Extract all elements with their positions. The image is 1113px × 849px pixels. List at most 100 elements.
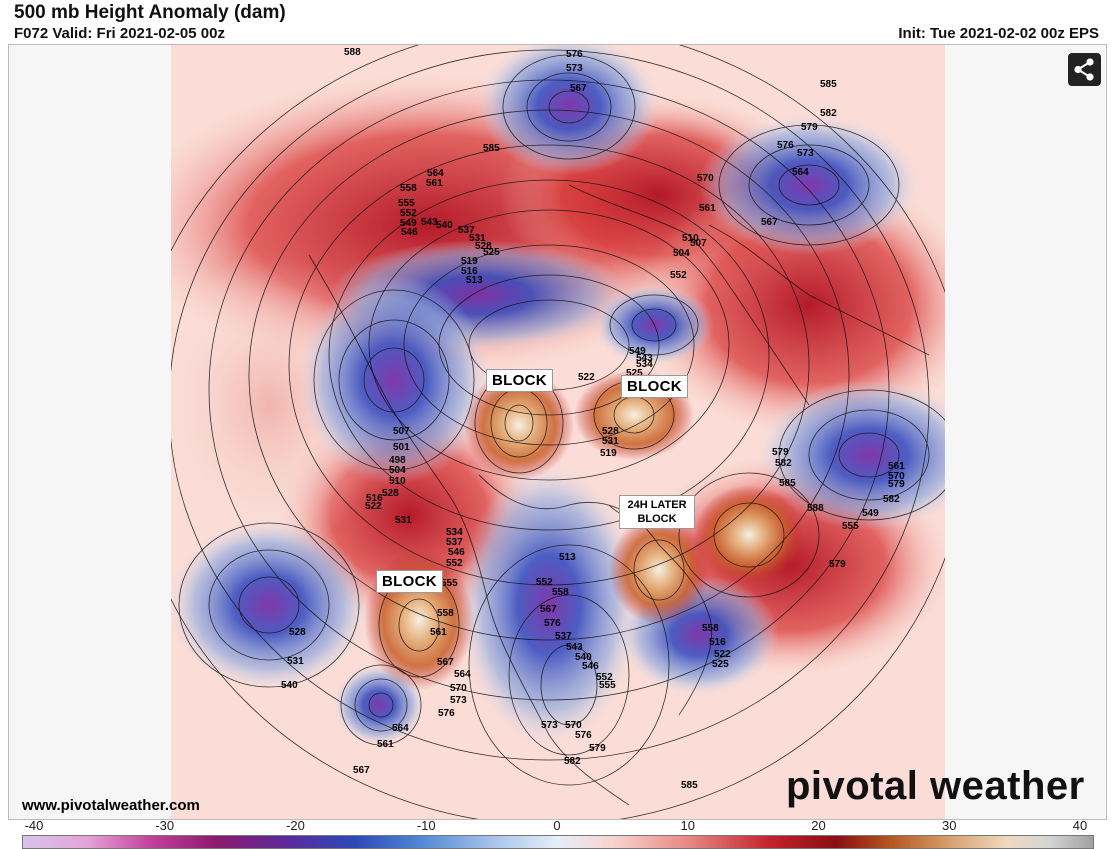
colorbar-tick: 40	[1072, 818, 1088, 833]
contour-label: 531	[287, 656, 304, 667]
contour-label: 510	[389, 476, 406, 487]
contour-label: 561	[699, 203, 716, 214]
contour-label: 546	[582, 661, 599, 672]
contour-label: 516	[461, 266, 478, 277]
contour-label: 564	[427, 168, 444, 179]
contour-label: 561	[377, 739, 394, 750]
colorbar-tick: 20	[811, 818, 826, 833]
contour-label: 561	[426, 178, 443, 189]
contour-label: 582	[564, 756, 581, 767]
contour-label: 507	[690, 238, 707, 249]
contour-label: 561	[430, 627, 447, 638]
contour-label: 522	[365, 501, 382, 512]
contour-label: 525	[626, 368, 643, 379]
contour-label: 504	[389, 465, 406, 476]
contour-label: 564	[392, 723, 409, 734]
chart-title: 500 mb Height Anomaly (dam)	[14, 2, 286, 23]
contour-label: 573	[566, 63, 583, 74]
colorbar-tick: -10	[416, 818, 436, 833]
contour-label: 549	[629, 346, 646, 357]
block-label-2: BLOCK	[621, 375, 688, 398]
contour-label: 543	[421, 217, 438, 228]
contour-label: 534	[446, 527, 463, 538]
contour-label: 531	[395, 515, 412, 526]
contour-label: 528	[602, 426, 619, 437]
contour-label: 579	[888, 479, 905, 490]
valid-time: F072 Valid: Fri 2021-02-05 00z	[14, 25, 225, 42]
map-panel: 588 576 573 567 585 582 579 576 573 564 570 561 567 5…	[8, 44, 1107, 820]
contour-label: 576	[566, 49, 583, 60]
contour-label: 573	[541, 720, 558, 731]
contour-label: 507	[393, 426, 410, 437]
contour-label: 537	[458, 225, 475, 236]
colorbar-tick: 30	[942, 818, 957, 833]
contour-label: 531	[602, 436, 619, 447]
contour-label: 504	[673, 248, 690, 259]
share-icon	[1074, 58, 1094, 81]
later-block-line2: BLOCK	[637, 513, 677, 525]
contour-label: 558	[552, 587, 569, 598]
contour-label: 552	[536, 577, 553, 588]
contour-label: 558	[437, 608, 454, 619]
contour-label: 516	[366, 493, 383, 504]
contour-label: 531	[469, 233, 486, 244]
contour-label: 579	[801, 122, 818, 133]
contour-label: 576	[438, 708, 455, 719]
contour-label: 552	[400, 208, 417, 219]
contour-label: 588	[807, 503, 824, 514]
contour-label: 543	[566, 642, 583, 653]
contour-label: 555	[398, 198, 415, 209]
contour-label: 585	[779, 478, 796, 489]
contour-label: 558	[400, 183, 417, 194]
contour-label: 573	[450, 695, 467, 706]
contour-label: 567	[353, 765, 370, 776]
contour-label: 570	[697, 173, 714, 184]
contour-label: 552	[596, 672, 613, 683]
contour-label: 528	[382, 488, 399, 499]
contour-label: 540	[281, 680, 298, 691]
init-time: Init: Tue 2021-02-02 00z EPS	[898, 25, 1099, 42]
colorbar-tick: 0	[553, 818, 561, 833]
contour-label: 576	[575, 730, 592, 741]
site-url[interactable]: www.pivotalweather.com	[22, 797, 200, 814]
share-button[interactable]	[1068, 53, 1101, 86]
contour-label: 576	[777, 140, 794, 151]
contour-label: 534	[636, 359, 653, 370]
contour-label: 552	[446, 558, 463, 569]
contour-label: 582	[775, 458, 792, 469]
contour-label: 561	[888, 461, 905, 472]
contour-label: 555	[842, 521, 859, 532]
contour-label: 513	[559, 552, 576, 563]
contour-label: 549	[400, 218, 417, 229]
contour-label: 555	[441, 578, 458, 589]
contour-label: 546	[448, 547, 465, 558]
contour-label: 585	[681, 780, 698, 791]
later-block-line1: 24H LATER	[627, 499, 687, 511]
contour-label: 585	[820, 79, 837, 90]
contour-label: 540	[436, 220, 453, 231]
contour-label: 516	[709, 637, 726, 648]
contour-label: 564	[454, 669, 471, 680]
block-label-1: BLOCK	[486, 369, 553, 392]
block-label-3: BLOCK	[376, 570, 443, 593]
contour-label: 528	[289, 627, 306, 638]
contour-label: 525	[483, 247, 500, 258]
contour-label: 585	[483, 143, 500, 154]
contour-label: 540	[575, 652, 592, 663]
contour-label: 579	[829, 559, 846, 570]
contour-label: 501	[393, 442, 410, 453]
contour-label: 525	[712, 659, 729, 670]
contour-label: 576	[544, 618, 561, 629]
contour-label: 552	[670, 270, 687, 281]
contour-label: 564	[792, 167, 809, 178]
contour-label: 588	[344, 47, 361, 58]
contour-label: 537	[446, 537, 463, 548]
contour-label: 579	[772, 447, 789, 458]
contour-label: 567	[761, 217, 778, 228]
contour-label: 567	[540, 604, 557, 615]
contour-label: 558	[702, 623, 719, 634]
contour-label: 537	[555, 631, 572, 642]
contour-label: 555	[599, 680, 616, 691]
